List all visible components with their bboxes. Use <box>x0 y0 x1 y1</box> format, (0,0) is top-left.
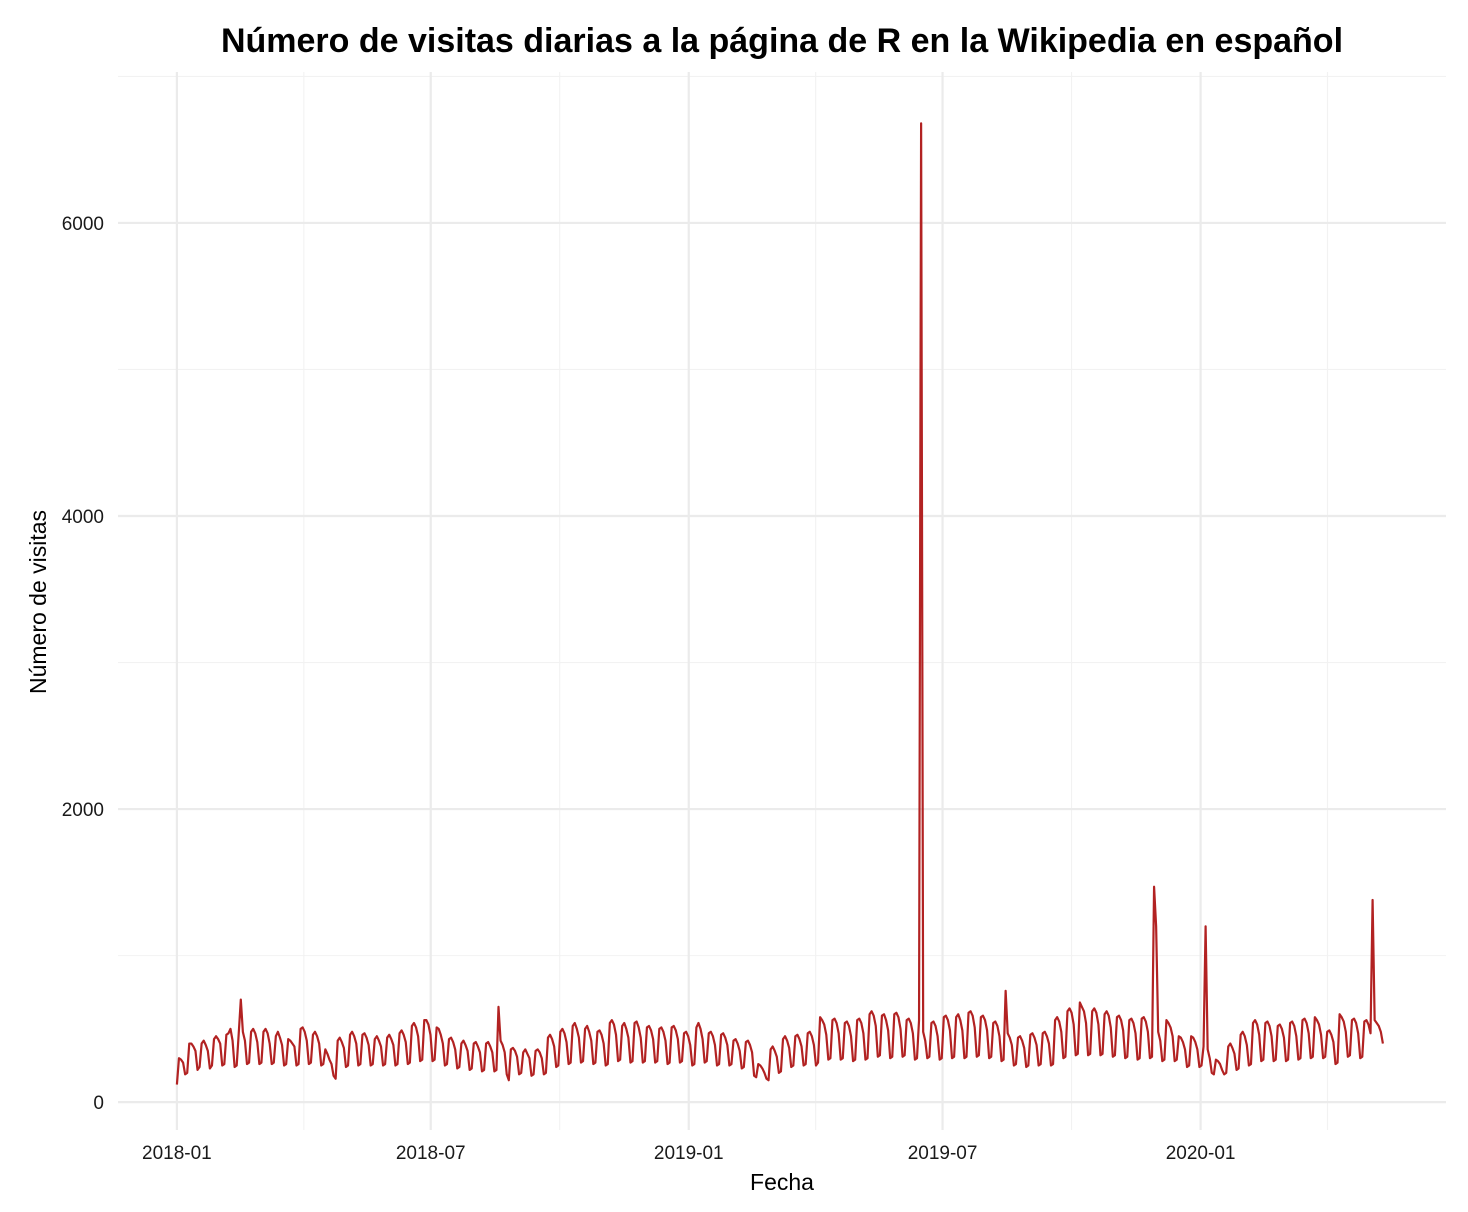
x-tick-label: 2019-01 <box>654 1143 724 1164</box>
y-tick-label: 6000 <box>62 214 104 235</box>
y-axis-title: Número de visitas <box>25 510 51 694</box>
series-group <box>175 122 1384 1085</box>
series-line <box>175 122 1384 1085</box>
y-tick-label: 2000 <box>62 800 104 821</box>
x-axis-title: Fecha <box>750 1169 814 1195</box>
y-tick-label: 0 <box>93 1093 104 1114</box>
x-axis-ticks: 2018-01 2018-07 2019-01 2019-07 2020-01 <box>142 1143 1235 1164</box>
x-tick-label: 2020-01 <box>1166 1143 1236 1164</box>
chart-title: Número de visitas diarias a la página de… <box>221 22 1343 60</box>
x-tick-label: 2018-01 <box>142 1143 212 1164</box>
y-tick-label: 4000 <box>62 507 104 528</box>
x-tick-label: 2019-07 <box>908 1143 978 1164</box>
y-axis-ticks: 0 2000 4000 6000 <box>62 214 104 1114</box>
x-tick-label: 2018-07 <box>396 1143 466 1164</box>
grid <box>118 72 1446 1130</box>
